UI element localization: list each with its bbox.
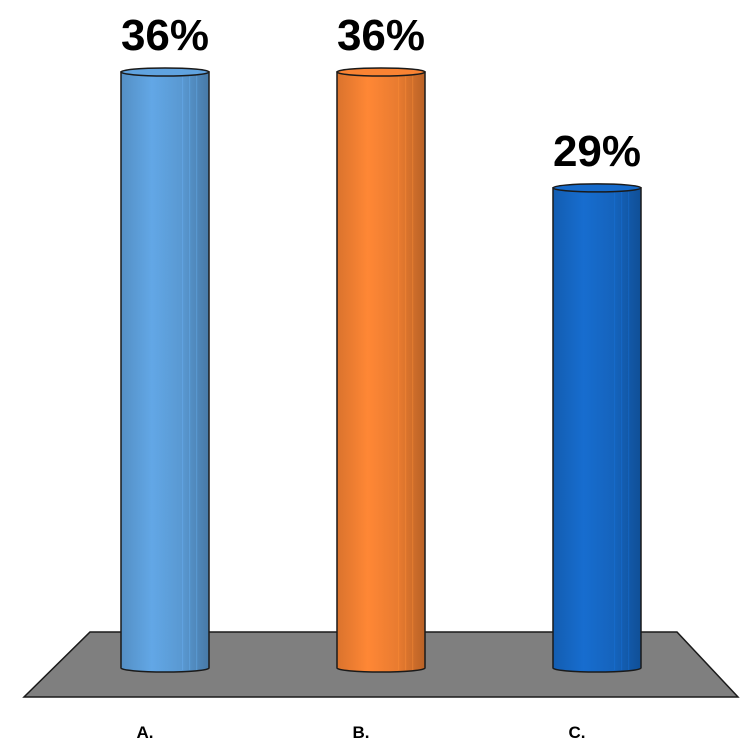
bar-b	[336, 67, 426, 673]
category-label: A.	[137, 723, 154, 742]
bar-c	[552, 183, 642, 673]
bar-body	[552, 187, 642, 673]
bar-top	[120, 67, 210, 77]
bar-body	[336, 71, 426, 673]
bar-body	[120, 71, 210, 673]
value-labels-group: 36% 36% 29%	[121, 11, 641, 176]
category-labels-group: A. B. C.	[137, 723, 586, 742]
bar-top	[336, 67, 426, 77]
bars-group	[120, 67, 642, 673]
bar-a	[120, 67, 210, 673]
data-label: 36%	[121, 11, 209, 60]
bar-top	[552, 183, 642, 193]
category-label: B.	[353, 723, 370, 742]
category-label: C.	[569, 723, 586, 742]
data-label: 36%	[337, 11, 425, 60]
data-label: 29%	[553, 127, 641, 176]
